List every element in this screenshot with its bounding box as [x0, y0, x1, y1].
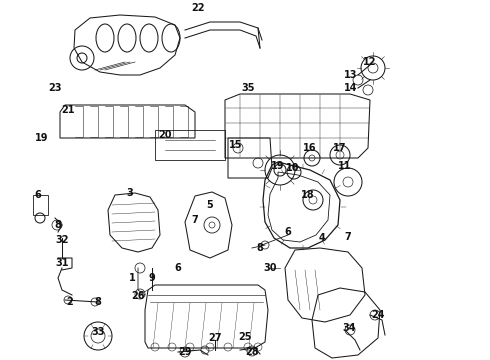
Text: 8: 8	[95, 297, 101, 307]
Text: 30: 30	[263, 263, 277, 273]
Text: 10: 10	[286, 163, 300, 173]
Text: 16: 16	[303, 143, 317, 153]
Text: 31: 31	[55, 258, 69, 268]
Text: 15: 15	[229, 140, 243, 150]
Text: 17: 17	[333, 143, 347, 153]
Text: 8: 8	[54, 220, 61, 230]
Text: 7: 7	[344, 232, 351, 242]
Text: 7: 7	[192, 215, 198, 225]
Text: 25: 25	[238, 332, 252, 342]
Text: 26: 26	[131, 291, 145, 301]
Text: 1: 1	[129, 273, 135, 283]
Text: 5: 5	[207, 200, 213, 210]
Text: 6: 6	[174, 263, 181, 273]
Text: 13: 13	[344, 70, 358, 80]
Text: 18: 18	[301, 190, 315, 200]
Text: 12: 12	[363, 57, 377, 67]
Text: 4: 4	[318, 233, 325, 243]
Text: 33: 33	[91, 327, 105, 337]
Text: 20: 20	[158, 130, 172, 140]
Text: 24: 24	[371, 310, 385, 320]
Text: 29: 29	[178, 347, 192, 357]
Text: 35: 35	[241, 83, 255, 93]
Text: 32: 32	[55, 235, 69, 245]
Text: 8: 8	[257, 243, 264, 253]
Text: 34: 34	[342, 323, 356, 333]
Text: 11: 11	[338, 161, 352, 171]
Text: 14: 14	[344, 83, 358, 93]
Text: 6: 6	[35, 190, 41, 200]
Text: 9: 9	[148, 273, 155, 283]
Text: 6: 6	[285, 227, 292, 237]
Text: 3: 3	[126, 188, 133, 198]
Text: 19: 19	[271, 161, 285, 171]
Text: 19: 19	[35, 133, 49, 143]
Text: 21: 21	[61, 105, 75, 115]
Text: 22: 22	[191, 3, 205, 13]
Text: 28: 28	[245, 347, 259, 357]
Text: 27: 27	[208, 333, 222, 343]
Text: 23: 23	[48, 83, 62, 93]
Text: 2: 2	[67, 297, 74, 307]
